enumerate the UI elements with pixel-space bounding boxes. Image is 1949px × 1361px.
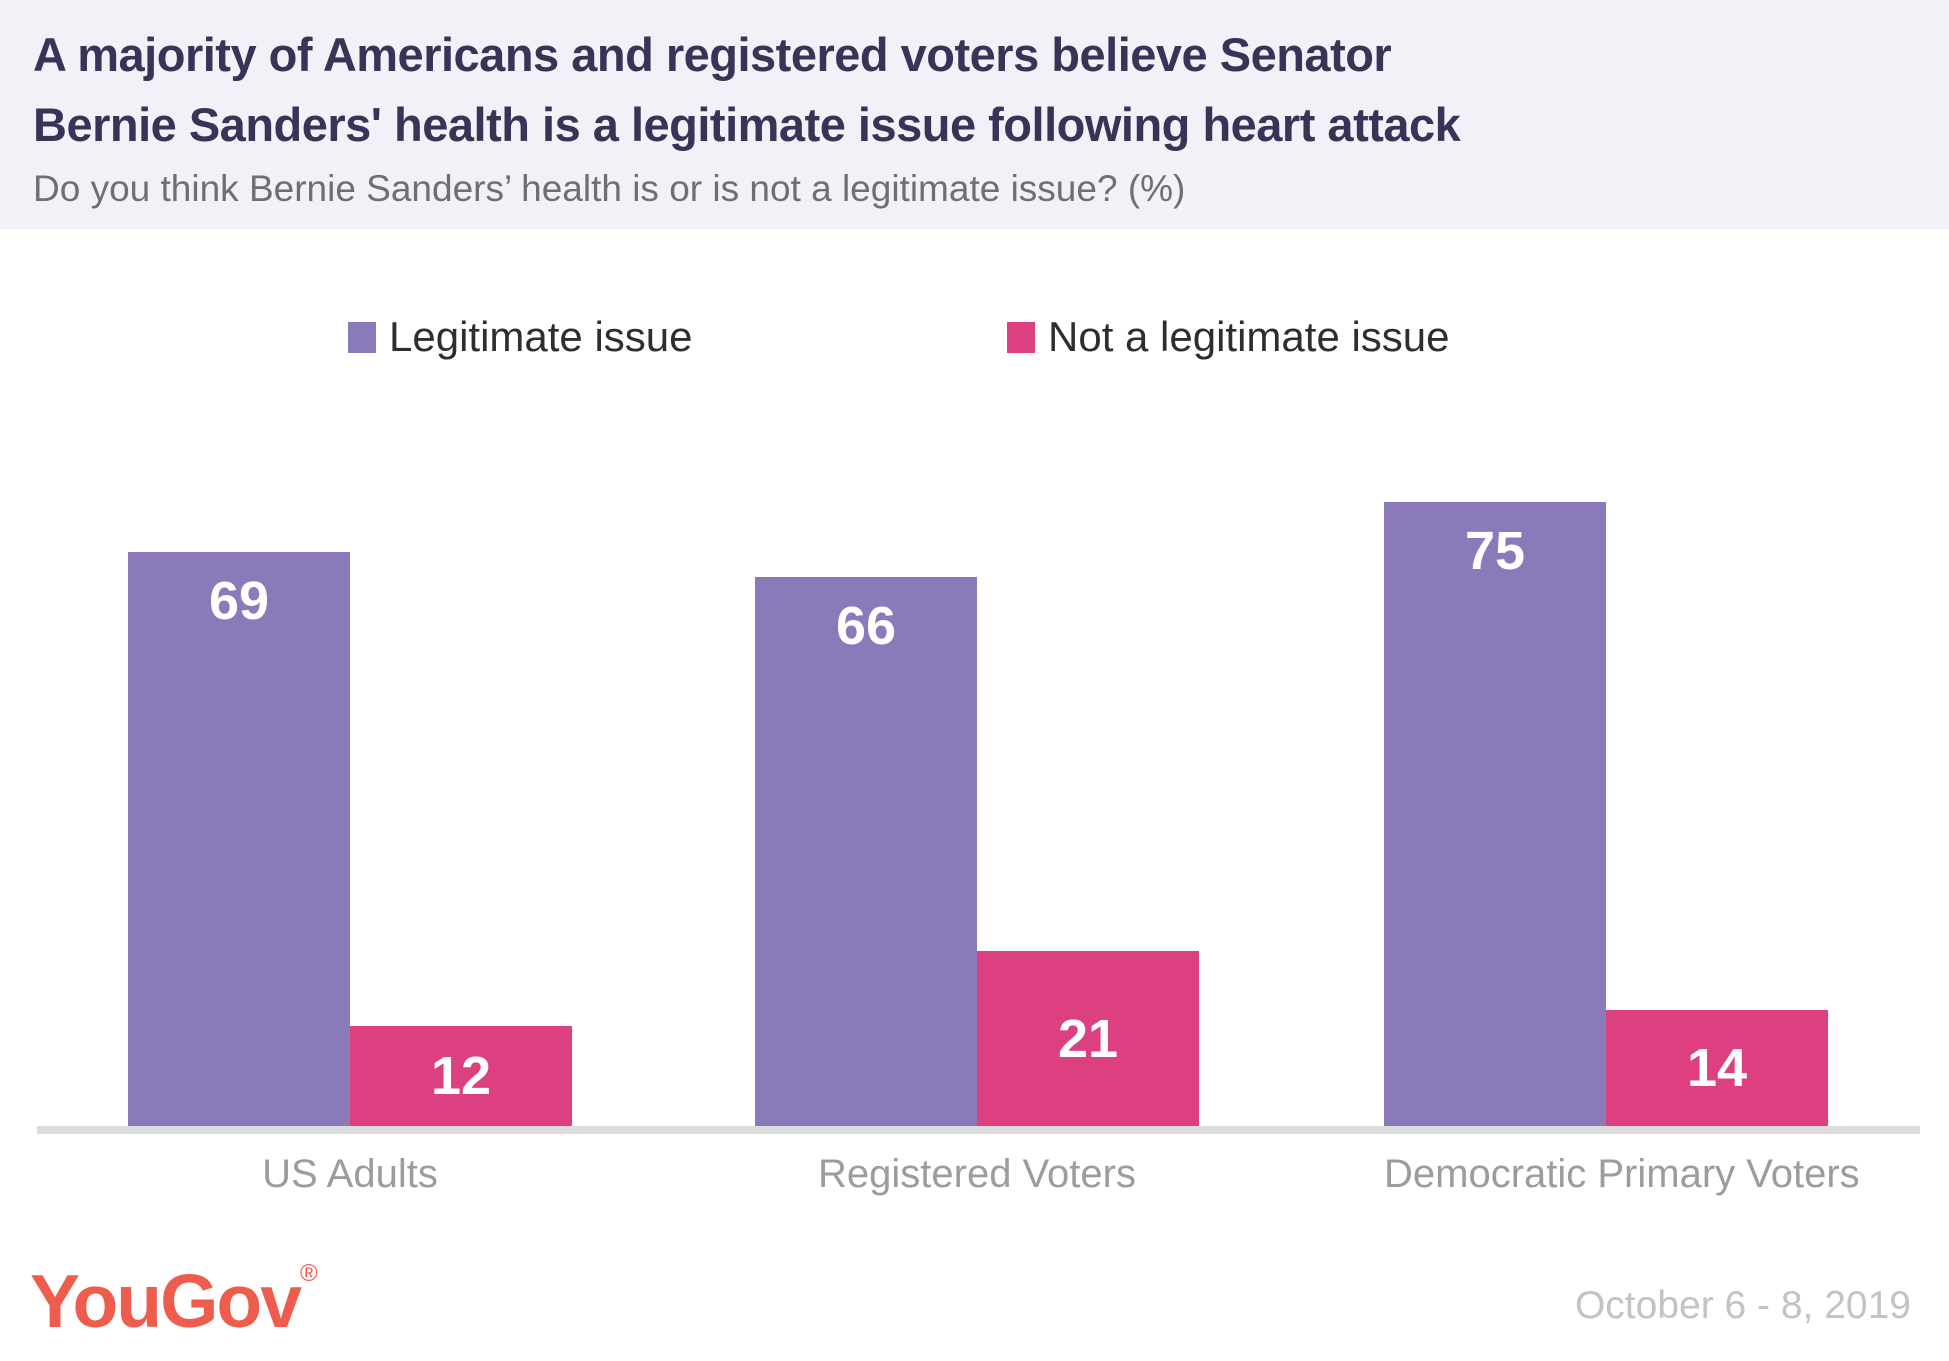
bar-value-label: 66 — [835, 596, 897, 656]
bar-legitimate-registered-voters: 66 — [755, 577, 977, 1126]
legend-item-not-legitimate: Not a legitimate issue — [1007, 313, 1450, 360]
bar-value-label: 14 — [1686, 1038, 1748, 1098]
chart-header: A majority of Americans and registered v… — [0, 0, 1949, 229]
chart-title-line-2: Bernie Sanders' health is a legitimate i… — [33, 98, 1461, 151]
bar-not-legitimate-democratic-primary-voters: 14 — [1606, 1010, 1828, 1126]
yougov-logo-text: YouGov — [30, 1259, 302, 1343]
bar-not-legitimate-registered-voters: 21 — [977, 951, 1199, 1126]
legend-swatch-legitimate — [348, 321, 376, 353]
bar-value-label: 75 — [1464, 521, 1526, 581]
category-label-registered-voters: Registered Voters — [818, 1152, 1136, 1196]
bar-legitimate-us-adults: 69 — [128, 552, 350, 1126]
bar-value-label: 12 — [430, 1046, 492, 1106]
category-label-democratic-primary-voters: Democratic Primary Voters — [1384, 1152, 1860, 1196]
bar-legitimate-democratic-primary-voters: 75 — [1384, 502, 1606, 1126]
legend-swatch-not-legitimate — [1007, 321, 1035, 353]
legend-item-legitimate: Legitimate issue — [348, 313, 693, 360]
chart-title: A majority of Americans and registered v… — [33, 20, 1909, 160]
bar-value-label: 69 — [208, 571, 270, 631]
poll-date: October 6 - 8, 2019 — [1574, 1284, 1911, 1327]
bar-value-label: 21 — [1057, 1008, 1119, 1069]
bar-not-legitimate-us-adults: 12 — [350, 1026, 572, 1126]
category-label-us-adults: US Adults — [262, 1152, 438, 1196]
chart-title-line-1: A majority of Americans and registered v… — [33, 28, 1392, 81]
legend-label-not-legitimate: Not a legitimate issue — [1048, 313, 1450, 360]
x-axis-baseline — [37, 1126, 1920, 1134]
yougov-logo: YouGov® — [30, 1262, 318, 1339]
chart-subtitle: Do you think Bernie Sanders’ health is o… — [33, 168, 1186, 209]
legend-label-legitimate: Legitimate issue — [389, 313, 693, 360]
registered-trademark-symbol: ® — [299, 1260, 318, 1287]
